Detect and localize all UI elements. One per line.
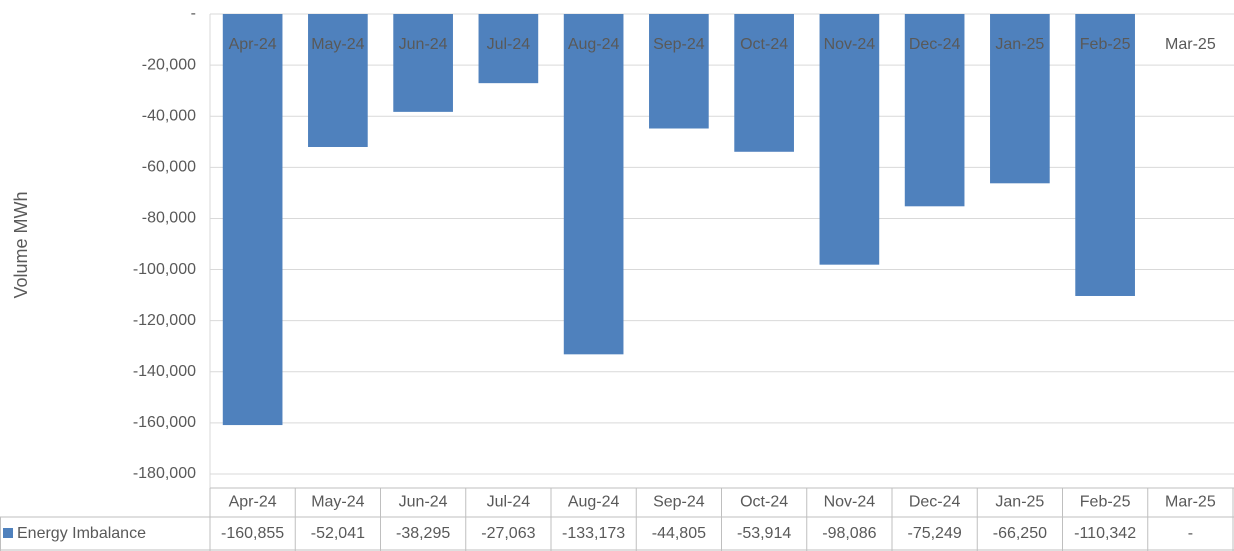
x-tick-label: Jun-24	[399, 36, 448, 53]
legend-swatch	[3, 528, 13, 538]
table-header: Mar-25	[1165, 494, 1216, 511]
bar	[1075, 14, 1135, 296]
bar	[478, 14, 539, 84]
y-tick-label: -120,000	[133, 312, 196, 329]
value-label: -52,041	[311, 525, 365, 542]
table-header: Dec-24	[909, 494, 961, 511]
table-header: Jul-24	[487, 494, 531, 511]
value-label: -75,249	[907, 525, 961, 542]
y-tick-label: -140,000	[133, 363, 196, 380]
y-axis-label: Volume MWh	[11, 191, 31, 298]
table-header: Jan-25	[995, 494, 1044, 511]
table-header: May-24	[311, 494, 364, 511]
y-tick-label: -80,000	[142, 210, 196, 227]
x-tick-label: Oct-24	[740, 36, 788, 53]
table-header: Jun-24	[399, 494, 448, 511]
bar	[819, 14, 880, 265]
bar	[308, 14, 368, 147]
x-tick-label: Mar-25	[1165, 36, 1216, 53]
value-label: -66,250	[993, 525, 1047, 542]
table-header: Oct-24	[740, 494, 788, 511]
x-tick-label: Feb-25	[1080, 36, 1131, 53]
value-label: -	[1188, 525, 1193, 542]
value-label: -53,914	[737, 525, 791, 542]
bar	[990, 14, 1050, 184]
table-header: Sep-24	[653, 494, 705, 511]
legend-label: Energy Imbalance	[17, 525, 146, 542]
y-tick-label: -40,000	[142, 107, 196, 124]
x-tick-label: Sep-24	[653, 36, 705, 53]
value-label: -110,342	[1074, 525, 1136, 542]
x-tick-label: May-24	[311, 36, 364, 53]
table-header: Nov-24	[824, 494, 876, 511]
table-header: Feb-25	[1080, 494, 1131, 511]
value-label: -44,805	[652, 525, 706, 542]
bar	[393, 14, 453, 112]
value-label: -160,855	[221, 525, 284, 542]
y-tick-label: -100,000	[133, 261, 196, 278]
x-tick-label: Nov-24	[824, 36, 876, 53]
x-tick-label: Apr-24	[229, 36, 277, 53]
bar	[734, 14, 794, 152]
y-tick-label: -60,000	[142, 159, 196, 176]
bar	[904, 14, 965, 207]
y-tick-label: -160,000	[133, 414, 196, 431]
value-label: -98,086	[822, 525, 876, 542]
bar	[563, 14, 624, 355]
value-label: -38,295	[396, 525, 450, 542]
table-header: Aug-24	[568, 494, 620, 511]
y-tick-label: -	[191, 5, 196, 22]
x-tick-label: Jan-25	[995, 36, 1044, 53]
y-tick-label: -180,000	[133, 465, 196, 482]
bar	[222, 14, 283, 426]
table-header: Apr-24	[229, 494, 277, 511]
x-tick-label: Aug-24	[568, 36, 620, 53]
bar	[649, 14, 709, 129]
y-tick-label: -20,000	[142, 56, 196, 73]
x-tick-label: Dec-24	[909, 36, 961, 53]
value-label: -27,063	[481, 525, 535, 542]
value-label: -133,173	[562, 525, 625, 542]
x-tick-label: Jul-24	[487, 36, 531, 53]
